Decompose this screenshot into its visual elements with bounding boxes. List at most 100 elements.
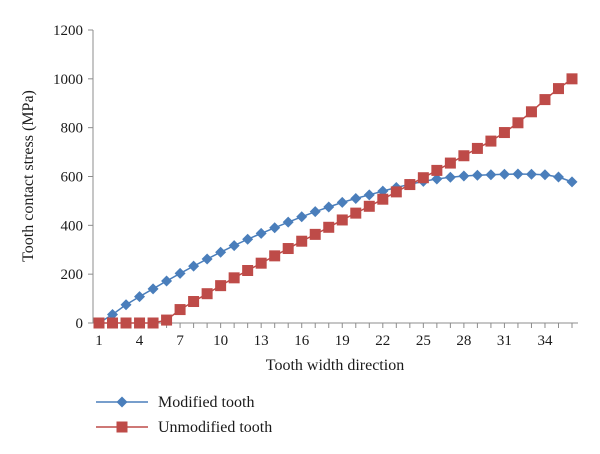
data-point — [242, 265, 254, 277]
data-point — [255, 227, 267, 239]
y-tick-label: 1000 — [53, 72, 83, 88]
data-point — [255, 257, 267, 269]
x-tick-label: 7 — [176, 333, 184, 349]
data-point — [431, 164, 443, 176]
data-point — [377, 193, 389, 205]
x-tick-label: 25 — [416, 333, 431, 349]
data-point — [444, 171, 456, 183]
data-point — [363, 189, 375, 201]
y-tick-group: 0 200 400 600 800 1000 1200 — [53, 23, 93, 332]
x-tick-label: 1 — [95, 333, 103, 349]
data-point — [188, 260, 200, 272]
data-point — [444, 157, 456, 169]
x-tick-label: 4 — [136, 333, 144, 349]
data-point — [228, 240, 240, 252]
data-point — [498, 127, 510, 139]
data-point — [323, 201, 335, 213]
x-tick-label: 34 — [537, 333, 553, 349]
series-line — [98, 173, 573, 324]
data-point — [134, 317, 146, 329]
legend: Modified tooth Unmodified tooth — [96, 394, 272, 436]
data-point — [107, 317, 119, 329]
data-point — [215, 280, 227, 292]
data-point — [404, 179, 416, 191]
data-point — [282, 216, 294, 228]
data-point — [309, 228, 321, 240]
legend-label: Modified tooth — [158, 394, 254, 411]
data-point — [201, 253, 213, 265]
x-tick-label: 22 — [375, 333, 390, 349]
y-tick-label: 0 — [76, 316, 84, 332]
data-point — [134, 291, 146, 303]
x-tick-label: 16 — [294, 333, 310, 349]
data-point — [336, 214, 348, 226]
legend-label: Unmodified tooth — [158, 419, 272, 436]
y-tick-label: 1200 — [53, 23, 83, 39]
x-tick-label: 10 — [213, 333, 228, 349]
legend-marker — [116, 421, 128, 433]
data-point — [525, 106, 537, 118]
y-tick-label: 800 — [61, 121, 84, 137]
data-point — [390, 186, 402, 198]
data-point — [174, 267, 186, 279]
series-modified-tooth — [93, 168, 578, 329]
data-point — [120, 317, 132, 329]
data-point — [161, 314, 173, 326]
data-point — [350, 192, 362, 204]
data-point — [566, 73, 578, 85]
data-point — [485, 135, 497, 147]
y-tick-label: 600 — [61, 170, 84, 186]
y-tick-label: 400 — [61, 218, 84, 234]
series-unmodified-tooth — [93, 73, 578, 329]
data-point — [512, 168, 524, 180]
data-point — [93, 317, 105, 329]
data-point — [228, 272, 240, 284]
data-point — [215, 246, 227, 258]
data-point — [498, 168, 510, 180]
series-line — [99, 78, 573, 324]
y-tick-label: 200 — [61, 267, 84, 283]
data-point — [566, 176, 578, 188]
x-tick-label: 19 — [335, 333, 350, 349]
data-point — [107, 308, 119, 320]
data-point — [188, 296, 200, 308]
x-tick-label: 28 — [456, 333, 471, 349]
data-point — [417, 172, 429, 184]
data-point — [201, 288, 213, 300]
data-point — [336, 196, 348, 208]
data-point — [552, 83, 564, 95]
data-point — [296, 235, 308, 247]
x-tick-label: 13 — [254, 333, 269, 349]
data-point — [147, 283, 159, 295]
legend-item: Unmodified tooth — [96, 419, 272, 436]
data-point — [120, 299, 132, 311]
data-point — [363, 200, 375, 212]
data-point — [296, 211, 308, 223]
legend-item: Modified tooth — [96, 394, 254, 411]
data-point — [161, 275, 173, 287]
y-axis-label: Tooth contact stress (MPa) — [20, 90, 37, 262]
data-point — [512, 117, 524, 129]
data-point — [350, 207, 362, 219]
data-point — [309, 206, 321, 218]
data-point — [458, 170, 470, 182]
data-point — [174, 304, 186, 316]
data-point — [539, 94, 551, 106]
data-point — [269, 222, 281, 234]
data-point — [282, 243, 294, 255]
data-point — [431, 173, 443, 185]
data-point — [471, 142, 483, 154]
data-point — [458, 150, 470, 162]
x-tick-label: 31 — [497, 333, 512, 349]
data-point — [242, 233, 254, 245]
data-point — [525, 168, 537, 180]
data-point — [485, 169, 497, 181]
data-point — [552, 171, 564, 183]
data-point — [539, 169, 551, 181]
data-point — [323, 221, 335, 233]
data-point — [471, 169, 483, 181]
series-layer — [93, 73, 578, 329]
x-tick-group: 1 4 7 10 13 16 19 22 25 28 31 34 — [95, 323, 573, 349]
legend-marker — [116, 396, 128, 408]
